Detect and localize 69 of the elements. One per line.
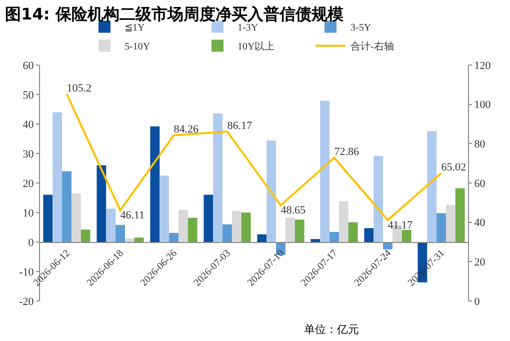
- bar: [106, 208, 116, 242]
- bar: [241, 212, 251, 242]
- bar: [96, 165, 106, 242]
- data-label: 84.26: [174, 124, 199, 136]
- bar: [52, 112, 62, 242]
- bar: [204, 194, 214, 242]
- y-tick-label: 0: [28, 236, 34, 249]
- bar: [436, 213, 446, 242]
- legend-label: 10Y以上: [238, 40, 275, 53]
- y2-tick-label: 80: [474, 138, 486, 151]
- bar: [169, 232, 178, 242]
- bar: [257, 234, 267, 242]
- bar: [348, 222, 358, 242]
- data-label: 48.65: [280, 204, 306, 217]
- bar: [427, 131, 437, 242]
- bar: [134, 238, 144, 242]
- bar: [71, 193, 81, 242]
- y-tick-label: 40: [22, 118, 34, 131]
- data-label: 72.86: [334, 146, 360, 158]
- y-tick-label: 10: [22, 207, 34, 220]
- bar: [116, 224, 125, 242]
- legend-label: 合计-右轴: [350, 40, 394, 53]
- bar: [222, 224, 232, 242]
- bar: [294, 220, 304, 242]
- y2-tick-label: 100: [474, 99, 492, 112]
- legend-label: 3-5Y: [350, 22, 372, 34]
- y2-tick-label: 60: [474, 178, 486, 190]
- chart-title: 图14: 保险机构二级市场周度净买入普信债规模: [5, 4, 344, 24]
- bar: [62, 171, 72, 242]
- legend-label: 5-10Y: [124, 42, 150, 53]
- bar: [330, 232, 339, 242]
- bar: [150, 126, 160, 242]
- y-tick-label: 50: [22, 89, 34, 102]
- bar: [402, 230, 412, 242]
- bar: [232, 211, 242, 242]
- y2-tick-label: 40: [474, 217, 486, 230]
- bar: [266, 140, 276, 242]
- data-label: 86.17: [227, 120, 252, 132]
- text: 单位：亿元: [304, 323, 359, 336]
- y-tick-label: -10: [19, 266, 34, 278]
- y-tick-label: 20: [22, 178, 34, 190]
- bar: [213, 113, 223, 242]
- data-label: 65.02: [441, 161, 466, 174]
- bar: [446, 204, 456, 242]
- y-tick-label: 60: [22, 60, 34, 72]
- bar: [374, 156, 384, 242]
- y-tick-label: -20: [19, 296, 34, 308]
- bar: [160, 176, 170, 242]
- bar: [338, 201, 348, 242]
- line-series: [66, 93, 442, 222]
- bar: [124, 238, 134, 242]
- bar: [43, 194, 53, 242]
- legend-label: 1-3Y: [238, 22, 258, 34]
- bar: [310, 239, 320, 242]
- bar: [188, 218, 198, 242]
- bar: [285, 218, 295, 242]
- y-tick-label: 30: [22, 148, 34, 160]
- data-label: 46.11: [120, 210, 145, 222]
- bar: [320, 100, 330, 242]
- bar: [80, 230, 90, 242]
- data-label: 105.2: [66, 82, 92, 94]
- data-label: 41.17: [388, 219, 413, 232]
- bar: [364, 228, 374, 242]
- y2-tick-label: 0: [474, 296, 480, 308]
- y2-tick-label: 120: [474, 60, 492, 72]
- legend-label: ≦1Y: [124, 22, 145, 34]
- bar: [178, 210, 188, 242]
- y2-tick-label: 20: [474, 256, 486, 269]
- bar: [455, 188, 465, 242]
